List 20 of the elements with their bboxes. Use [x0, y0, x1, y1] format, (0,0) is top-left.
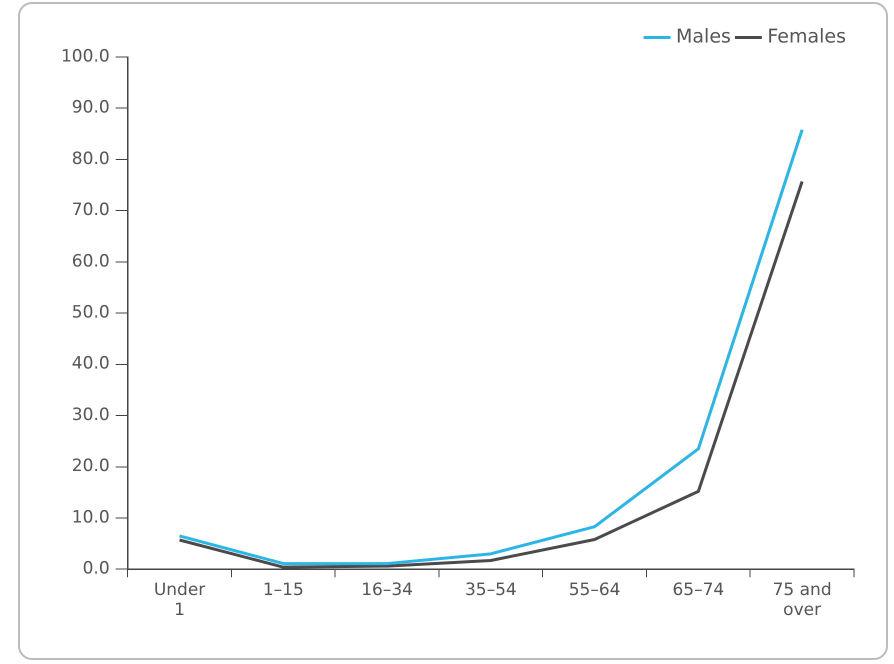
x-tick-label: 16–34	[361, 580, 413, 600]
x-tick-label: 35–54	[464, 580, 517, 600]
x-tick-label: 1–15	[262, 580, 304, 600]
y-tick-label: 10.0	[72, 507, 110, 528]
y-tick-label: 100.0	[60, 46, 110, 66]
x-tick-label: 55–64	[568, 580, 620, 600]
x-tick-label: Under 1	[154, 580, 206, 620]
y-tick-label: 40.0	[72, 354, 110, 374]
y-tick-label: 20.0	[72, 456, 110, 476]
y-tick-label: 80.0	[72, 148, 110, 169]
x-tick-label: 75 and over	[772, 580, 832, 620]
y-tick-label: 90.0	[72, 98, 110, 118]
legend-label: Males	[676, 25, 731, 48]
legend-label: Females	[767, 25, 846, 48]
y-tick-label: 70.0	[72, 200, 110, 220]
y-tick-label: 0.0	[82, 558, 110, 579]
x-tick-label: 65–74	[672, 580, 724, 600]
y-tick-label: 30.0	[72, 404, 110, 425]
y-tick-label: 50.0	[72, 302, 110, 323]
y-tick-label: 60.0	[72, 251, 110, 272]
